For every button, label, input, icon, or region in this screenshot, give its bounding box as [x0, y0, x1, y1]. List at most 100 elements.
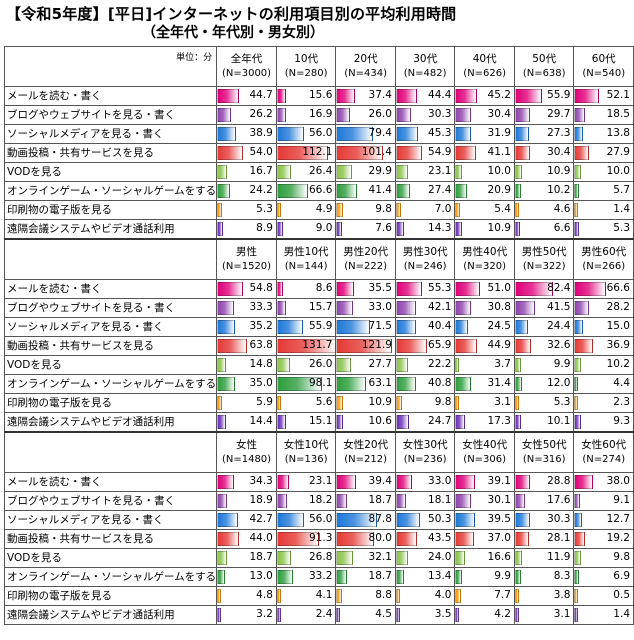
value-bar: [277, 320, 304, 334]
value-bar: [574, 108, 585, 122]
value-cell: 5.3: [216, 200, 277, 220]
value-bar: [574, 377, 579, 391]
row-label: オンラインゲーム・ソーシャルゲームをする: [3, 181, 218, 201]
column-header: 女性50代 (N=316): [513, 431, 575, 473]
column-name: 女性60代: [581, 439, 627, 451]
value-cell: 40.4: [394, 317, 456, 337]
value-cell: 7.7: [454, 586, 515, 606]
value-number: 8.9: [256, 222, 273, 234]
value-number: 5.3: [553, 396, 571, 408]
value-number: 44.0: [249, 532, 273, 544]
column-header: 60代 (N=540): [573, 46, 634, 87]
value-bar: [515, 146, 531, 160]
value-bar: [515, 589, 519, 603]
value-cell: 4.6: [513, 200, 575, 220]
value-bar: [277, 222, 283, 236]
value-cell: 30.4: [454, 105, 515, 125]
value-bar: [574, 165, 581, 179]
value-cell: 4.4: [573, 374, 634, 394]
value-bar: [217, 513, 238, 527]
value-number: 27.4: [428, 184, 452, 196]
column-name: 女性50代: [521, 439, 567, 451]
value-bar: [336, 282, 355, 296]
value-cell: 38.9: [216, 124, 277, 144]
value-bar: [515, 165, 522, 179]
value-number: 98.1: [309, 377, 333, 389]
value-number: 9.0: [315, 222, 333, 234]
value-number: 10.0: [606, 165, 630, 177]
value-cell: 51.0: [454, 279, 515, 299]
column-sample-size: (N=246): [403, 261, 447, 272]
value-bar: [515, 108, 531, 122]
value-number: 71.5: [368, 320, 392, 332]
value-bar: [396, 89, 418, 103]
header-blank: [3, 238, 218, 280]
value-cell: 39.1: [454, 472, 515, 492]
value-cell: 33.2: [275, 567, 337, 587]
value-number: 29.7: [547, 108, 571, 120]
row-label: メールを読む・書く: [3, 472, 218, 492]
column-name: 女性10代: [283, 439, 329, 451]
value-cell: 66.6: [275, 181, 337, 201]
row-label: ソーシャルメディアを見る・書く: [3, 317, 218, 337]
value-bar: [455, 89, 478, 103]
value-cell: 40.8: [394, 374, 456, 394]
row-label: 遠隔会議システムやビデオ通話利用: [3, 605, 218, 625]
value-cell: 10.2: [513, 181, 575, 201]
value-number: 24.7: [428, 415, 452, 427]
column-name: 男性: [236, 246, 258, 258]
value-bar: [515, 320, 528, 334]
value-bar: [217, 339, 248, 353]
value-cell: 9.0: [275, 219, 337, 240]
value-bar: [336, 222, 342, 236]
value-cell: 26.8: [275, 548, 337, 568]
value-cell: 26.0: [275, 355, 337, 375]
value-bar: [277, 396, 282, 410]
value-number: 42.1: [428, 301, 452, 313]
value-number: 79.4: [368, 127, 392, 139]
column-sample-size: (N=3000): [221, 68, 272, 79]
value-number: 19.2: [606, 532, 630, 544]
value-number: 12.7: [606, 513, 630, 525]
value-bar: [574, 89, 600, 103]
value-number: 9.8: [613, 551, 630, 563]
value-cell: 29.9: [335, 162, 396, 182]
value-number: 9.3: [613, 415, 630, 427]
value-bar: [396, 203, 401, 217]
value-cell: 42.1: [394, 298, 456, 318]
value-bar: [217, 570, 225, 584]
value-bar: [217, 532, 239, 546]
page-title: 【令和5年度】[平日]インターネットの利用項目別の平均利用時間: [6, 5, 457, 23]
value-number: 7.7: [494, 589, 511, 601]
column-header: 20代 (N=434): [335, 46, 396, 87]
value-number: 10.9: [547, 165, 571, 177]
value-number: 13.0: [249, 570, 273, 582]
value-bar: [396, 494, 406, 508]
value-cell: 9.8: [573, 548, 634, 568]
value-number: 9.9: [494, 570, 511, 582]
value-cell: 36.9: [573, 336, 634, 356]
value-cell: 26.0: [335, 105, 396, 125]
value-cell: 3.5: [394, 605, 456, 625]
column-sample-size: (N=434): [344, 68, 388, 79]
value-number: 15.6: [309, 89, 333, 101]
value-bar: [277, 301, 286, 315]
value-bar: [515, 339, 532, 353]
value-bar: [574, 301, 589, 315]
column-name: 男性20代: [343, 246, 389, 258]
value-cell: 54.0: [216, 143, 277, 163]
value-bar: [455, 203, 460, 217]
value-bar: [217, 184, 230, 198]
value-number: 31.9: [487, 127, 511, 139]
column-header: 女性40代 (N=306): [454, 431, 515, 473]
value-cell: 71.5: [335, 317, 396, 337]
value-number: 32.6: [547, 339, 571, 351]
value-number: 3.1: [553, 608, 571, 620]
value-cell: 18.7: [335, 567, 396, 587]
value-number: 18.7: [249, 551, 273, 563]
column-sample-size: (N=626): [463, 68, 507, 79]
value-bar: [455, 494, 471, 508]
column-header: 男性30代 (N=246): [394, 238, 456, 280]
value-bar: [515, 494, 525, 508]
value-cell: 17.6: [513, 491, 575, 511]
